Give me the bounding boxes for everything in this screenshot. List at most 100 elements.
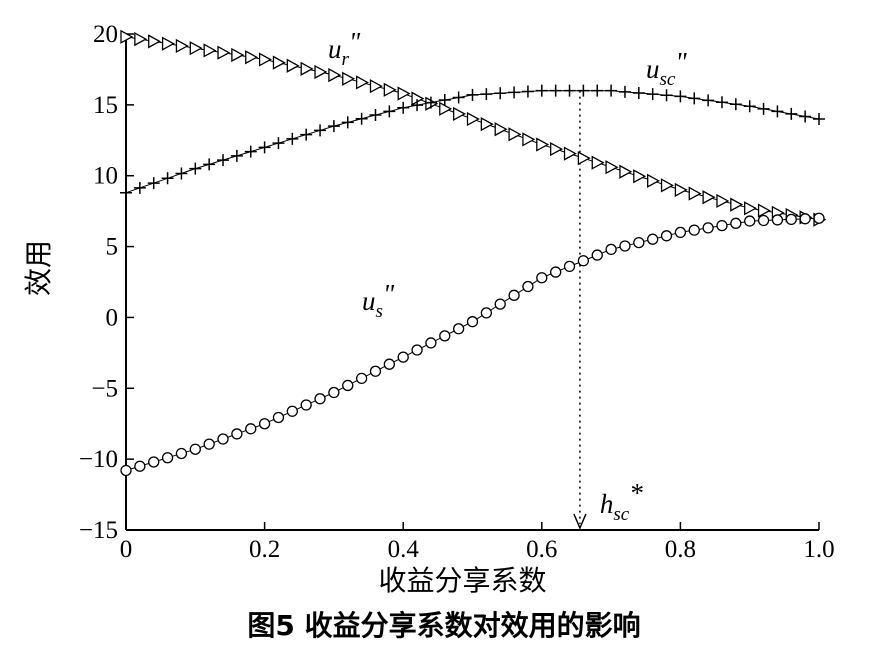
marker-triangle [369,79,383,94]
axes: 0 0.2 0.4 0.6 0.8 1.0 −15 −10 −5 0 5 10 15 20 收益分享系数 效用 [22,21,835,597]
marker-triangle [175,38,189,53]
series-label-r: ur" [328,27,361,70]
marker-plus [618,85,631,98]
marker-triangle [120,29,134,44]
marker-plus [383,105,396,118]
marker-circle [799,213,811,225]
marker-triangle [161,36,175,51]
marker-plus [508,86,521,99]
marker-circle [813,212,825,224]
series-layer [120,29,827,477]
marker-triangle [452,106,466,122]
marker-triangle [272,55,286,70]
marker-plus [660,89,673,102]
marker-triangle [355,75,369,90]
marker-plus [632,86,645,99]
marker-circle [577,255,590,267]
marker-triangle [550,141,564,157]
marker-plus [813,113,825,126]
marker-plus [258,141,271,154]
marker-triangle [328,68,342,83]
marker-triangle [744,201,758,216]
series-sc [120,84,825,199]
marker-plus [688,92,701,105]
marker-plus [203,158,216,171]
marker-circle [161,452,174,464]
marker-triangle [563,146,577,161]
marker-triangle [466,111,480,127]
marker-triangle [231,47,245,63]
marker-plus [438,94,451,107]
marker-triangle [286,58,300,73]
marker-circle [591,249,603,261]
x-tick-label: 1.0 [803,536,834,563]
marker-circle [757,214,770,227]
marker-triangle [480,117,494,132]
marker-plus [161,172,174,185]
marker-circle [258,418,271,430]
marker-circle [619,240,631,252]
x-tick-label: 0.4 [388,536,420,563]
marker-plus [327,120,340,133]
marker-circle [355,372,368,385]
marker-circle [633,236,645,249]
x-tick-label: 0 [120,536,133,563]
marker-triangle [688,186,702,201]
marker-triangle [245,50,259,65]
marker-triangle [605,160,619,175]
marker-plus [563,84,576,97]
marker-circle [148,456,160,468]
marker-circle [286,405,298,417]
marker-plus [424,96,437,109]
marker-triangle [314,64,328,80]
marker-circle [314,393,326,405]
marker-plus [355,112,368,125]
marker-circle [245,423,257,435]
marker-plus [494,87,507,100]
marker-circle [466,316,479,328]
marker-circle [369,365,382,377]
marker-triangle [633,169,647,184]
marker-triangle [716,193,730,209]
marker-circle [550,266,562,278]
marker-plus [799,110,812,123]
marker-circle [716,219,728,232]
marker-circle [480,307,493,319]
x-tick-label: 0.8 [665,536,696,563]
series-s [120,212,825,477]
marker-triangle [577,151,591,166]
marker-triangle [148,34,162,49]
marker-triangle [203,43,217,58]
marker-plus [369,109,382,122]
marker-circle [175,447,188,460]
marker-plus [272,137,285,150]
marker-plus [480,88,493,101]
figure-caption: 图5 收益分享系数对效用的影响 [247,609,641,642]
marker-plus [743,100,756,113]
marker-circle [189,443,201,455]
marker-triangle [730,197,744,212]
marker-triangle [619,164,633,179]
marker-circle [439,330,451,342]
marker-triangle [536,137,550,152]
marker-circle [674,226,687,239]
marker-circle [231,428,243,440]
marker-circle [452,323,465,335]
marker-triangle [217,45,231,60]
annotation-label: hsc* [600,478,643,525]
marker-triangle [300,61,314,76]
marker-circle [217,433,229,445]
marker-circle [508,289,520,301]
marker-circle [203,438,215,450]
marker-plus [189,162,202,175]
series-line-r [125,36,820,221]
marker-plus [674,90,687,103]
annotation-arrow-icon [573,513,587,530]
marker-circle [120,464,132,477]
marker-circle [383,358,395,370]
marker-circle [134,460,146,472]
marker-plus [341,116,354,129]
marker-plus [147,177,160,190]
marker-triangle [591,155,605,170]
marker-circle [730,217,742,229]
